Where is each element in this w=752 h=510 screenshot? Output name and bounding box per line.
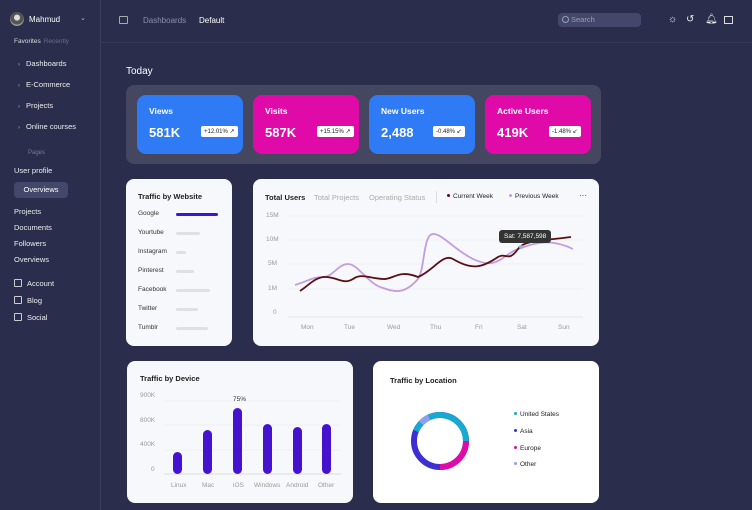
- tab-total-users[interactable]: Total Users: [265, 193, 306, 202]
- social-icon: [14, 313, 22, 321]
- legend-asia: Asia: [514, 428, 533, 435]
- nav-dashboards[interactable]: › Dashboards: [18, 59, 67, 68]
- breadcrumb-default: Default: [199, 16, 225, 25]
- kpi-group: Views 581K +12.01% ↗ Visits 587K +15.15% ↗ N…: [126, 85, 601, 164]
- chart-tooltip: Sat: 7,587,598: [499, 230, 552, 243]
- sun-icon[interactable]: ☼: [668, 14, 678, 25]
- traffic-by-website-card: Traffic by Website Google Yourtube Insta…: [126, 179, 232, 346]
- delta-badge: +12.01% ↗: [201, 126, 238, 137]
- nav-overviews-active[interactable]: Overviews: [14, 182, 68, 198]
- nav-overviews[interactable]: Overviews: [14, 255, 50, 264]
- topbar: Dashboards Default Search ☼ ↺ 🔔︎: [101, 0, 752, 43]
- bar-chart: [164, 400, 341, 475]
- nav-documents[interactable]: Documents: [14, 223, 52, 232]
- breadcrumb-dashboards[interactable]: Dashboards: [143, 16, 187, 25]
- chevron-right-icon: ›: [18, 62, 20, 68]
- tab-operating-status[interactable]: Operating Status: [369, 193, 426, 202]
- user-name: Mahmud: [29, 14, 61, 24]
- kpi-active-users: Active Users 419K -1.48% ↙: [485, 95, 591, 154]
- bar-annotation: 75%: [233, 396, 247, 403]
- nav-followers[interactable]: Followers: [14, 239, 47, 248]
- legend-other: Other: [514, 461, 536, 468]
- avatar: [10, 12, 24, 26]
- traffic-by-device-card: Traffic by Device 900K 800K 400K 0 75% Linu…: [127, 361, 353, 503]
- legend-united-states: United States: [514, 411, 559, 418]
- chevron-down-icon[interactable]: ⌄: [80, 15, 86, 22]
- account-icon: [14, 279, 22, 287]
- tab-favorites[interactable]: Favorites: [14, 38, 41, 45]
- total-users-card: Total Users Total Projects Operating Sta…: [253, 179, 599, 346]
- delta-badge: -0.48% ↙: [433, 126, 465, 137]
- delta-badge: +15.15% ↗: [317, 126, 354, 137]
- search-input[interactable]: Search: [558, 13, 641, 27]
- kpi-visits: Visits 587K +15.15% ↗: [253, 95, 359, 154]
- nav-online-courses[interactable]: › Online courses: [18, 122, 77, 131]
- nav-user-profile[interactable]: User profile: [14, 166, 53, 175]
- pages-label: Pages: [28, 150, 46, 156]
- bell-icon[interactable]: 🔔︎: [705, 14, 718, 25]
- nav-projects-sub[interactable]: Projects: [14, 207, 42, 216]
- nav-blog[interactable]: Blog: [14, 296, 42, 305]
- kpi-new-users: New Users 2,488 -0.48% ↙: [369, 95, 475, 154]
- nav-social[interactable]: Social: [14, 313, 47, 322]
- user-menu[interactable]: Mahmud: [10, 12, 60, 26]
- donut-chart: [411, 412, 469, 470]
- blog-icon: [14, 296, 22, 304]
- tab-recently[interactable]: Recently: [43, 38, 70, 45]
- legend-europe: Europe: [514, 445, 541, 452]
- more-icon[interactable]: ···: [579, 191, 587, 200]
- tab-total-projects[interactable]: Total Projects: [314, 193, 360, 202]
- legend-current-week: Current Week: [447, 193, 493, 200]
- history-icon[interactable]: ↺: [686, 14, 695, 25]
- chevron-right-icon: ›: [18, 125, 20, 131]
- bar-google: [176, 213, 218, 216]
- nav-projects[interactable]: › Projects: [18, 101, 54, 110]
- line-chart: [288, 215, 583, 318]
- legend-previous-week: Previous Week: [509, 193, 559, 200]
- nav-account[interactable]: Account: [14, 279, 54, 288]
- kpi-views: Views 581K +12.01% ↗: [137, 95, 243, 154]
- panel-icon[interactable]: [724, 16, 733, 24]
- traffic-by-location-card: Traffic by Location United States Asia E…: [373, 361, 599, 503]
- chevron-right-icon: ›: [18, 104, 20, 110]
- section-title: Today: [126, 66, 153, 77]
- chevron-right-icon: ›: [18, 83, 20, 89]
- nav-ecommerce[interactable]: › E-Commerce: [18, 80, 71, 89]
- sidebar-toggle-icon[interactable]: [119, 16, 128, 24]
- sidebar: Mahmud ⌄ Favorites Recently › Dashboards ›…: [0, 0, 101, 510]
- delta-badge: -1.48% ↙: [549, 126, 581, 137]
